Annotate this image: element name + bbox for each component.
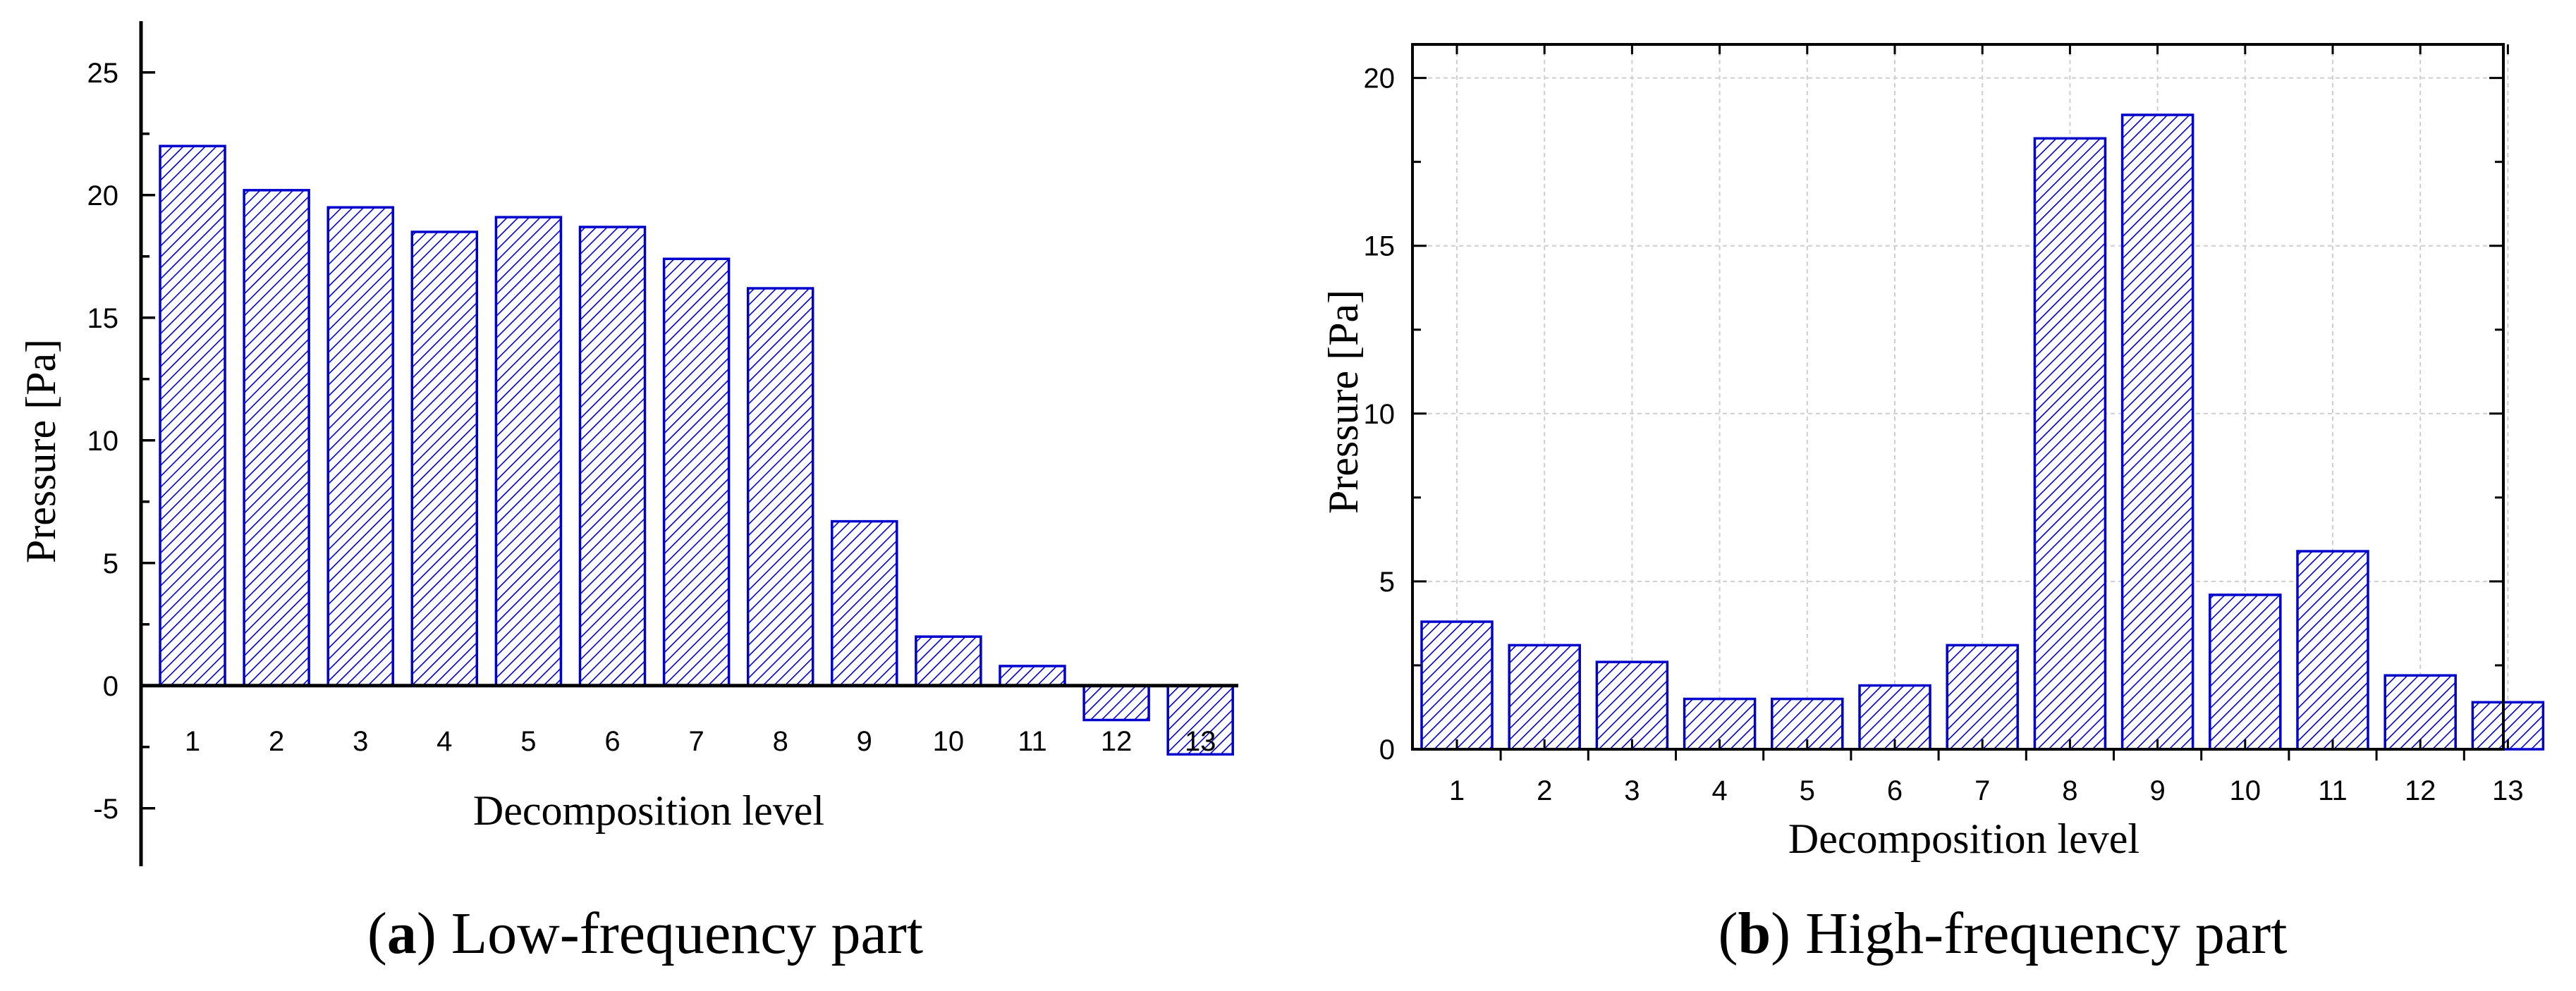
chart-b-bar-12 — [2383, 674, 2457, 751]
y-tick-label: 15 — [87, 303, 119, 334]
x-tick-label: 11 — [2318, 775, 2348, 806]
chart-a-ylabel: Pressure [Pa] — [18, 339, 64, 563]
y-tick-label: 10 — [87, 426, 119, 457]
chart-a-caption-prefix: a — [387, 901, 417, 966]
chart-a-xticks: 1 2 3 4 5 6 7 8 9 10 11 12 13 — [185, 726, 1216, 757]
chart-b-caption: (b) High-frequency part — [1718, 901, 2287, 966]
chart-b-xlabel: Decomposition level — [1788, 815, 2139, 862]
chart-b-bar-8 — [2033, 137, 2107, 751]
x-tick-label: 2 — [269, 726, 284, 757]
x-tick-label: 8 — [773, 726, 788, 757]
chart-b-axes — [1411, 43, 2505, 751]
x-tick-label: 9 — [2149, 775, 2165, 806]
x-tick-label: 11 — [1018, 726, 1047, 757]
y-tick-label: 10 — [1364, 399, 1396, 430]
x-tick-label: 6 — [604, 726, 620, 757]
chart-a-bar-4 — [410, 230, 479, 687]
chart-a-bar-1 — [159, 144, 226, 687]
chart-b-bar-10 — [2209, 593, 2282, 751]
chart-b-frame — [1411, 43, 2505, 751]
x-tick-label: 3 — [1624, 775, 1640, 806]
x-tick-label: 4 — [437, 726, 452, 757]
x-tick-label: 5 — [520, 726, 536, 757]
chart-b-bar-7 — [1946, 644, 2019, 751]
x-tick-label: 1 — [185, 726, 200, 757]
x-tick-label: 5 — [1800, 775, 1815, 806]
chart-a-xlabel: Decomposition level — [473, 787, 824, 834]
x-tick-label: 2 — [1537, 775, 1552, 806]
chart-a-bar-6 — [578, 226, 647, 687]
chart-b-bar-3 — [1595, 660, 1669, 751]
chart-b-bar-11 — [2296, 550, 2369, 751]
chart-a-caption: (a) Low-frequency part — [367, 901, 923, 966]
y-tick-label: 0 — [103, 671, 118, 702]
x-tick-label: 3 — [353, 726, 368, 757]
x-tick-label: 8 — [2062, 775, 2077, 806]
chart-a-bar-5 — [494, 216, 563, 687]
x-tick-label: 10 — [2230, 775, 2261, 806]
x-tick-label: 6 — [1887, 775, 1903, 806]
chart-b-bar-2 — [1508, 644, 1581, 751]
x-tick-label: 12 — [1101, 726, 1133, 757]
chart-b-ylabel: Pressure [Pa] — [1320, 290, 1367, 514]
chart-a-bars — [159, 144, 1234, 756]
x-tick-label: 1 — [1449, 775, 1465, 806]
chart-b-xticks: 1 2 3 4 5 6 7 8 9 10 11 12 13 — [1449, 44, 2524, 806]
chart-a-bar-9 — [831, 519, 898, 687]
chart-b-bar-6 — [1858, 684, 1931, 751]
y-tick-label: 15 — [1364, 231, 1396, 262]
chart-a-bar-13 — [1166, 684, 1234, 756]
chart-a-bar-2 — [243, 189, 310, 687]
chart-a-bar-8 — [746, 287, 814, 687]
y-tick-label: 0 — [1379, 734, 1395, 765]
chart-b-bar-1 — [1420, 620, 1494, 751]
x-tick-label: 7 — [688, 726, 704, 757]
chart-a-bar-12 — [1082, 684, 1150, 722]
x-tick-label: 7 — [1974, 775, 1990, 806]
chart-a-bar-10 — [915, 635, 982, 687]
chart-a-axes — [139, 21, 1238, 866]
chart-a-yticks: -5 0 5 10 15 20 25 — [87, 58, 155, 825]
x-tick-label: 10 — [933, 726, 965, 757]
x-tick-label: 4 — [1711, 775, 1727, 806]
chart-b-bars — [1420, 113, 2545, 751]
y-tick-label: -5 — [93, 794, 118, 825]
chart-b-yticks: 0 5 10 15 20 — [1364, 63, 2503, 765]
chart-b-bar-9 — [2120, 113, 2195, 751]
x-tick-label: 13 — [1185, 726, 1216, 757]
chart-b-caption-prefix: b — [1738, 901, 1771, 966]
x-tick-label: 9 — [857, 726, 872, 757]
chart-a-bar-11 — [999, 665, 1066, 687]
chart-a-bar-3 — [326, 206, 394, 687]
y-tick-label: 25 — [87, 58, 119, 89]
chart-a-caption-text: Low-frequency part — [451, 901, 923, 966]
chart-a-bar-7 — [662, 257, 731, 687]
x-tick-label: 13 — [2492, 775, 2524, 806]
y-tick-label: 5 — [103, 548, 118, 579]
y-tick-label: 20 — [1364, 63, 1396, 94]
x-tick-label: 12 — [2405, 775, 2436, 806]
y-tick-label: 5 — [1379, 567, 1395, 598]
y-tick-label: 20 — [87, 180, 119, 211]
chart-b-caption-text: High-frequency part — [1805, 901, 2287, 966]
